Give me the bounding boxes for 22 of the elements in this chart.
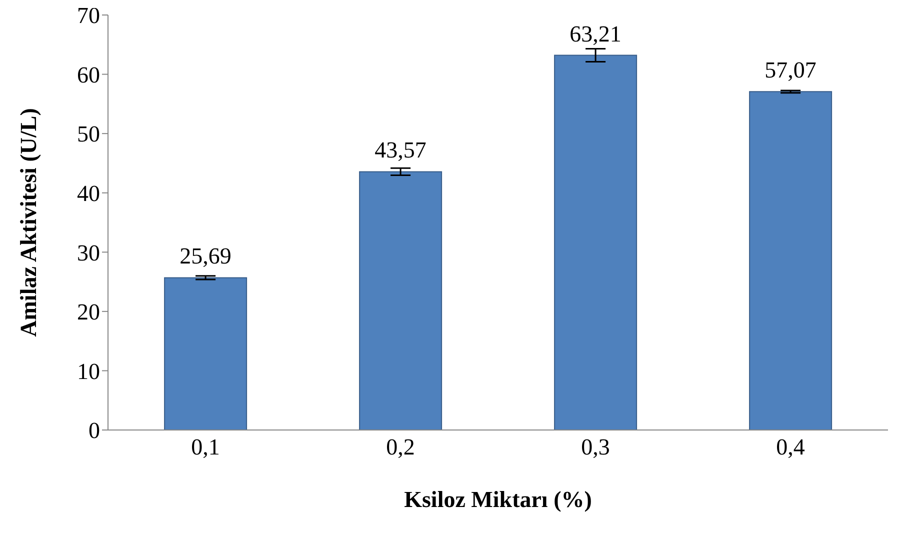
data-label: 25,69 [180,244,232,269]
y-tick-label: 20 [77,300,100,325]
y-axis-title: Amilaz Aktivitesi (U/L) [16,108,42,337]
y-tick-label: 40 [77,181,100,206]
bar [359,171,442,430]
data-label: 57,07 [764,58,816,83]
y-tick-label: 60 [77,62,100,88]
y-tick-label: 0 [88,418,100,444]
x-tick-label: 0,1 [191,434,220,460]
x-tick-label: 0,3 [581,434,610,460]
bar [554,54,638,430]
x-tick-label: 0,4 [776,434,806,460]
bar [164,277,248,430]
y-tick-label: 70 [77,3,100,28]
y-tick-label: 10 [77,358,100,384]
x-axis-title: Ksiloz Miktarı (%) [404,487,592,512]
y-tick-label: 50 [77,122,100,147]
x-tick-label: 0,2 [386,434,415,460]
data-label: 43,57 [374,138,426,163]
bar [749,91,832,430]
data-label: 63,21 [570,21,622,46]
y-tick-label: 30 [77,240,100,266]
